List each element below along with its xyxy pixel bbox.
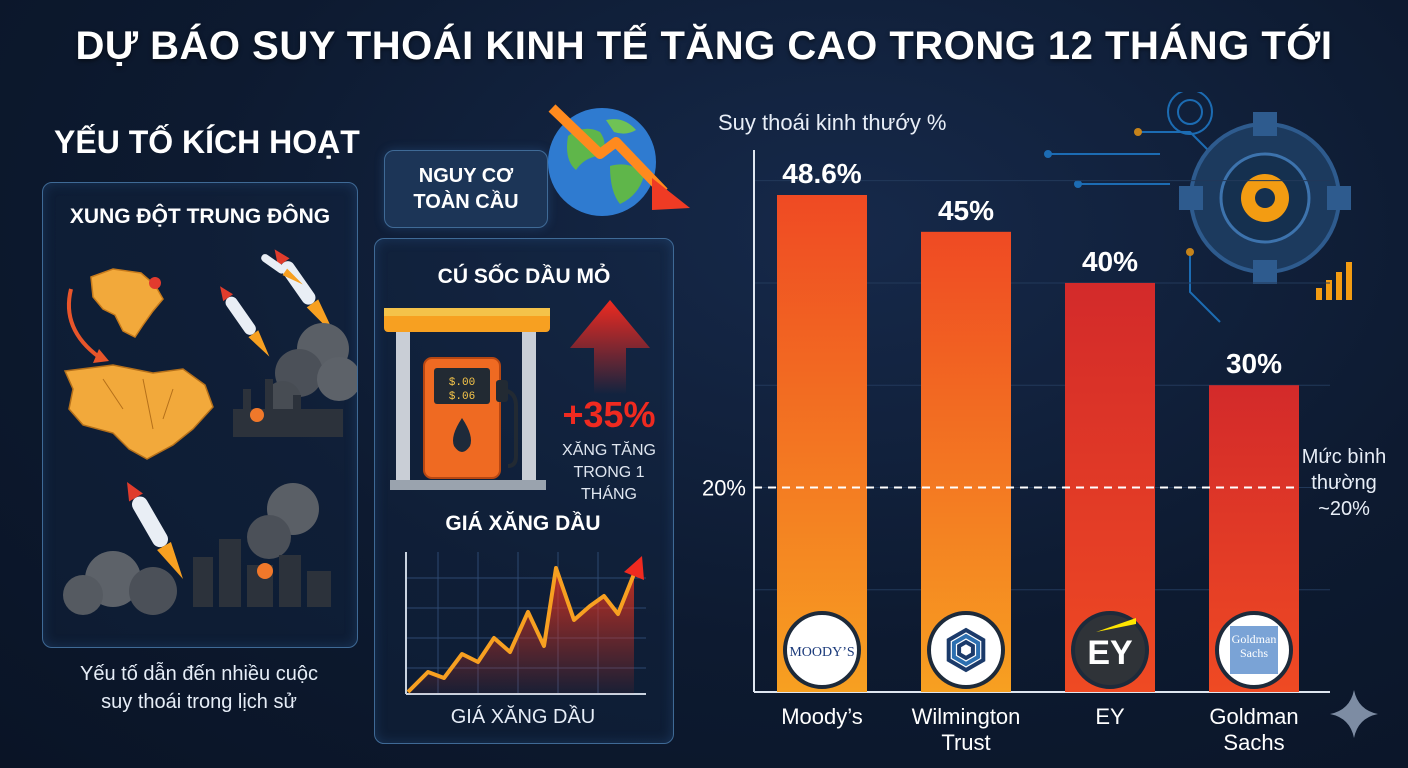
reference-tick-label: 20%: [702, 475, 746, 500]
pump-display-2: $.06: [449, 391, 475, 403]
triggers-heading: YẾU TỐ KÍCH HOẠT: [54, 124, 360, 160]
africa-map-icon: [90, 268, 164, 338]
pump-display-1: $.00: [449, 377, 475, 389]
price-trend-line: [406, 566, 636, 694]
gear-icon: [1179, 112, 1351, 284]
city-smoke-icon: [63, 483, 331, 615]
category-label: Trust: [941, 730, 990, 755]
sparkle-icon: [1330, 690, 1378, 738]
hotspot-icon: [149, 277, 161, 289]
gear-decoration: [1044, 92, 1352, 323]
oil-increase-note: XĂNG TĂNG TRONG 1 THÁNG: [546, 440, 672, 506]
globe-decline-illustration: [548, 104, 690, 216]
goldman-sachs-logo: [1230, 626, 1278, 674]
category-label: Goldman: [1209, 704, 1298, 729]
decline-arrow-icon: [548, 104, 668, 196]
oil-note-line-1: XĂNG TĂNG: [562, 442, 656, 459]
mideast-conflict-title: XUNG ĐỘT TRUNG ĐÔNG: [69, 205, 331, 228]
chart-ylabel: Suy thoái kinh thướy %: [718, 110, 947, 135]
category-label: Moody’s: [781, 704, 863, 729]
mideast-conflict-panel: XUNG ĐỘT TRUNG ĐÔNG: [42, 182, 358, 648]
category-label: Wilmington: [912, 704, 1021, 729]
normal-level-note: Mức bình thường ~20%: [1292, 444, 1396, 522]
goldman-logo-text: Goldman: [1232, 632, 1277, 646]
bar-1: [777, 194, 867, 693]
curved-arrow-icon: [66, 288, 101, 359]
bar-value-label: 30%: [1226, 348, 1282, 379]
global-risk-line-1: NGUY CƠ: [418, 165, 514, 187]
missile-icon: [127, 481, 183, 579]
category-label: Sachs: [1223, 730, 1284, 755]
global-risk-badge: NGUY CƠ TOÀN CẦU: [384, 150, 548, 228]
company-logo-badge: [1071, 611, 1149, 689]
goldman-logo-text: Sachs: [1240, 646, 1268, 660]
middle-east-map-icon: [63, 364, 214, 460]
normal-note-line-3: ~20%: [1318, 498, 1370, 520]
caption-line-2: suy thoái trong lịch sử: [101, 691, 297, 713]
bar-value-label: 48.6%: [782, 158, 861, 189]
oil-drop-icon: [453, 418, 471, 452]
ey-logo: EY: [1087, 634, 1133, 672]
oil-shock-title: CÚ SỐC DẦU MỎ: [437, 265, 611, 288]
bar-value-label: 45%: [938, 195, 994, 226]
gas-pump-illustration: $.00 $.06: [384, 308, 550, 490]
price-chart-label: GIÁ XĂNG DẦU: [450, 706, 596, 728]
company-logo-badge: [927, 611, 1005, 689]
normal-note-line-1: Mức bình: [1301, 446, 1387, 468]
oil-note-line-2: TRONG 1 THÁNG: [573, 464, 645, 503]
category-label: EY: [1095, 704, 1125, 729]
bar-value-label: 40%: [1082, 246, 1138, 277]
ey-beam-icon: [1096, 618, 1136, 632]
moodys-logo: MOODY’S: [789, 645, 854, 660]
oil-increase-value: +35%: [562, 394, 656, 435]
price-sparkline-chart: [405, 552, 646, 695]
page-title: DỰ BÁO SUY THOÁI KINH TẾ TĂNG CAO TRONG …: [75, 24, 1333, 68]
conflict-illustration: [63, 249, 357, 615]
missile-icon: [220, 286, 270, 357]
normal-note-line-2: thường: [1311, 472, 1377, 494]
global-risk-line-2: TOÀN CẦU: [413, 191, 519, 213]
caption-line-1: Yếu tố dẫn đến nhiều cuộc: [80, 663, 318, 685]
missile-icon: [261, 254, 303, 285]
refinery-smoke-icon: [233, 323, 357, 437]
wilmington-trust-logo-icon: [946, 627, 986, 673]
triggers-caption: Yếu tố dẫn đến nhiều cuộc suy thoái tron…: [42, 660, 356, 716]
company-logo-badge: [783, 611, 861, 689]
price-chart-title: GIÁ XĂNG DẦU: [445, 512, 601, 535]
increase-arrow-icon: [570, 300, 650, 394]
